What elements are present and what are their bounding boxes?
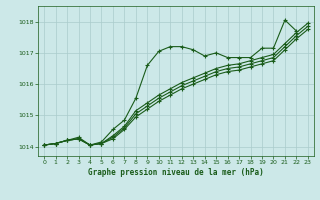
X-axis label: Graphe pression niveau de la mer (hPa): Graphe pression niveau de la mer (hPa)	[88, 168, 264, 177]
